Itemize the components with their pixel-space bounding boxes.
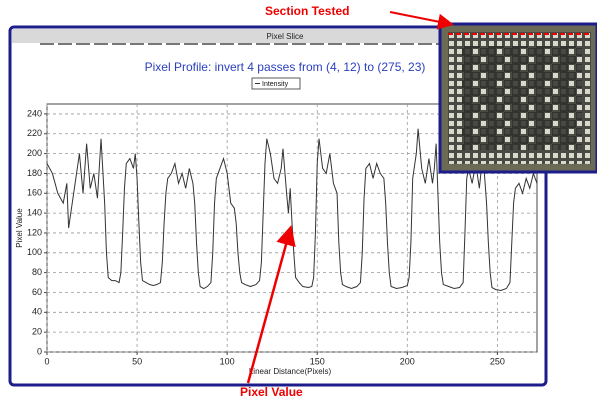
x-tick-label: 200 <box>400 356 415 366</box>
legend-label: Intensity <box>262 81 289 88</box>
y-axis-label: Pixel Value <box>15 208 24 248</box>
y-tick-label: 200 <box>27 148 42 158</box>
x-tick-label: 50 <box>132 356 142 366</box>
y-tick-label: 180 <box>27 168 42 178</box>
y-tick-label: 220 <box>27 128 42 138</box>
x-tick-label: 100 <box>220 356 235 366</box>
line-series <box>46 128 538 292</box>
y-tick-label: 160 <box>27 188 42 198</box>
y-tick-label: 120 <box>27 227 42 237</box>
y-tick-label: 100 <box>27 247 42 257</box>
y-tick-label: 140 <box>27 207 42 217</box>
annotation-arrow <box>389 11 454 30</box>
y-tick-label: 60 <box>32 287 42 297</box>
x-tick-label: 250 <box>490 356 505 366</box>
y-tick-label: 40 <box>32 307 42 317</box>
x-tick-label: 150 <box>310 356 325 366</box>
annotation: Pixel Value <box>240 385 303 399</box>
panel-title: Pixel Slice <box>267 32 304 41</box>
photo-inset <box>438 22 597 174</box>
x-axis-label: Linear Distance(Pixels) <box>249 367 332 376</box>
legend <box>251 77 301 90</box>
chart-subtitle: Pixel Profile: invert 4 passes from (4, … <box>145 60 426 74</box>
annotation: Section Tested <box>265 4 349 18</box>
x-tick-label: 0 <box>44 356 49 366</box>
title-bar <box>12 29 544 43</box>
y-tick-label: 0 <box>37 346 42 356</box>
y-tick-label: 240 <box>27 108 42 118</box>
photo-pattern <box>462 46 582 150</box>
y-tick-label: 80 <box>32 267 42 277</box>
y-tick-label: 20 <box>32 327 42 337</box>
annotation-arrow <box>246 225 296 384</box>
